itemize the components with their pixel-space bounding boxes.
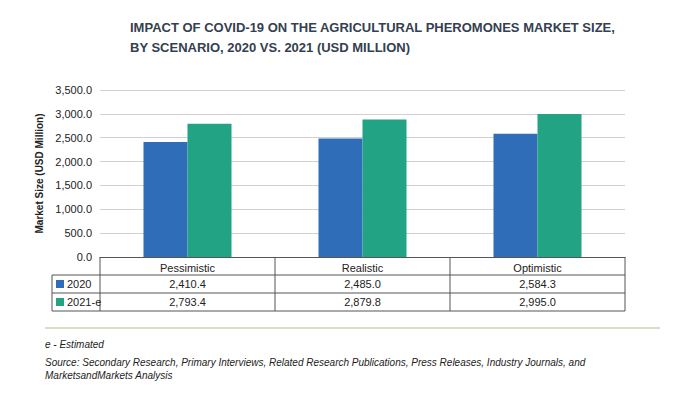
- svg-text:BY SCENARIO, 2020 VS. 2021 (US: BY SCENARIO, 2020 VS. 2021 (USD MILLION): [130, 40, 410, 55]
- svg-text:3,000.0: 3,000.0: [55, 108, 92, 120]
- svg-text:2,995.0: 2,995.0: [519, 296, 556, 308]
- svg-text:Realistic: Realistic: [342, 262, 384, 274]
- svg-text:Pessimistic: Pessimistic: [160, 262, 216, 274]
- svg-text:2,500.0: 2,500.0: [55, 132, 92, 144]
- svg-text:500.0: 500.0: [64, 227, 92, 239]
- svg-text:IMPACT OF COVID-19 ON THE AGRI: IMPACT OF COVID-19 ON THE AGRICULTURAL P…: [130, 20, 615, 35]
- svg-text:Optimistic: Optimistic: [513, 262, 562, 274]
- svg-text:2021-e: 2021-e: [67, 296, 101, 308]
- svg-text:2,793.4: 2,793.4: [169, 296, 206, 308]
- svg-text:2,410.4: 2,410.4: [169, 278, 206, 290]
- svg-text:3,500.0: 3,500.0: [55, 84, 92, 96]
- svg-text:2,879.8: 2,879.8: [344, 296, 381, 308]
- svg-text:2,000.0: 2,000.0: [55, 156, 92, 168]
- svg-text:0.0: 0.0: [77, 251, 92, 263]
- svg-text:e - Estimated: e - Estimated: [45, 339, 104, 350]
- svg-text:2,485.0: 2,485.0: [344, 278, 381, 290]
- svg-text:MarketsandMarkets Analysis: MarketsandMarkets Analysis: [45, 370, 172, 381]
- svg-text:1,500.0: 1,500.0: [55, 179, 92, 191]
- svg-text:2020: 2020: [67, 278, 91, 290]
- svg-text:Source: Secondary Research, Pr: Source: Secondary Research, Primary Inte…: [45, 357, 588, 368]
- svg-text:2,584.3: 2,584.3: [519, 278, 556, 290]
- svg-text:1,000.0: 1,000.0: [55, 203, 92, 215]
- svg-text:Market Size (USD Million): Market Size (USD Million): [34, 113, 45, 233]
